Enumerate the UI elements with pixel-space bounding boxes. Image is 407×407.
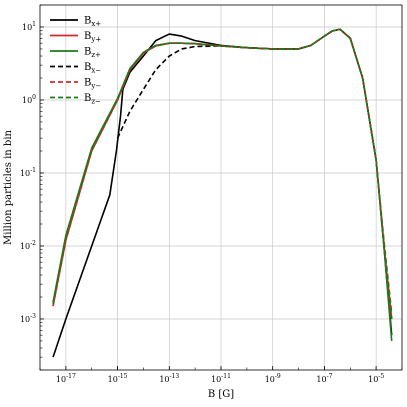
legend-label: By−: [84, 78, 101, 91]
y-tick-label: 10-2: [20, 240, 36, 251]
legend: Bx+ By+ Bz+ Bx− By− Bz−: [50, 16, 101, 106]
y-axis-label: Million particles in bin: [3, 129, 14, 244]
y-tick-label: 100: [22, 94, 36, 105]
x-axis-label: B [G]: [208, 389, 234, 400]
x-tick-label: 10-13: [159, 373, 179, 384]
series-line-2: [52, 28, 393, 320]
x-tick-label: 10-9: [265, 373, 281, 384]
series-line-4: [116, 28, 377, 161]
x-tick-label: 10-7: [316, 373, 332, 384]
y-tick-label: 101: [22, 21, 36, 32]
grid-lines: [40, 5, 402, 370]
x-tick-label: 10-5: [368, 373, 384, 384]
x-tick-label: 10-15: [108, 373, 128, 384]
legend-label: Bx+: [84, 16, 101, 29]
series-lines: [52, 28, 393, 358]
axis-ticks: 10-17 10-15 10-13 10-11 10-9 10-7 10-5 10-3 10-2…: [20, 4, 403, 384]
x-tick-label: 10-17: [56, 373, 76, 384]
y-tick-label: 10-3: [20, 313, 36, 324]
series-line-1: [52, 28, 393, 358]
y-tick-label: 10-1: [20, 167, 36, 178]
legend-label: Bz+: [84, 47, 101, 60]
legend-label: By+: [84, 31, 101, 44]
x-tick-label: 10-11: [211, 373, 231, 384]
legend-label: Bz−: [84, 93, 101, 106]
series-line-5: [52, 28, 393, 314]
series-line-3: [52, 28, 393, 342]
series-line-6: [52, 28, 393, 320]
legend-label: Bx−: [84, 62, 101, 75]
